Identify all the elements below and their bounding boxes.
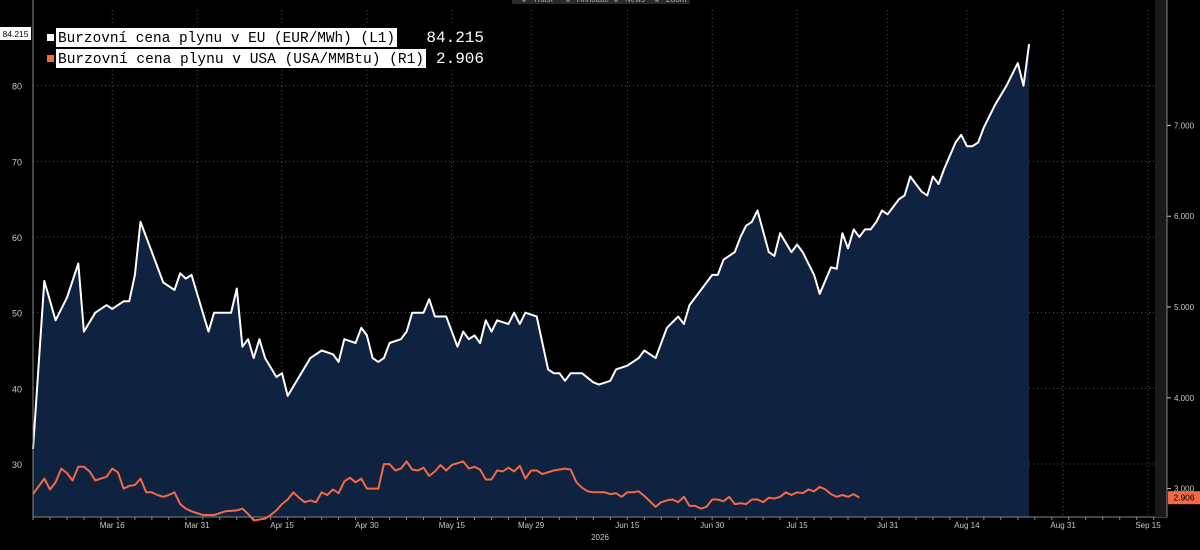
toolbar-annotate-button[interactable]: Annotate (577, 0, 610, 4)
legend-eu-value: 84.215 (426, 29, 484, 47)
toolbar-track-button[interactable]: Track (533, 0, 554, 4)
y-right-tick-label: 4.000 (1174, 394, 1195, 403)
eu-area-fill (33, 44, 1030, 517)
legend-label-bg (56, 49, 426, 68)
y-left-tick-label: 80 (12, 82, 22, 92)
x-tick-label: Sep 15 (1135, 521, 1161, 530)
legend-usa-swatch (47, 55, 54, 62)
x-tick-label: Jun 30 (700, 521, 725, 530)
legend-usa-label: Burzovní cena plynu v USA (USA/MMBtu) (R… (58, 51, 424, 68)
y-left-tick-label: 70 (12, 157, 22, 167)
x-tick-label: Apr 30 (355, 521, 379, 530)
usa-current-value: 2.906 (1173, 493, 1195, 503)
legend: Burzovní cena plynu v EU (EUR/MWh) (L1) 8… (44, 24, 492, 70)
x-tick-label: Aug 14 (954, 521, 980, 530)
y-left-tick-label: 60 (12, 233, 22, 243)
eu-current-value: 84.215 (3, 29, 29, 39)
usa-price-line (32, 460, 860, 522)
x-tick-label: Jul 15 (786, 521, 808, 530)
toolbar-bar (512, 0, 690, 4)
eu-price-line (32, 43, 1031, 449)
y-left-tick-label: 50 (12, 309, 22, 319)
y-right-tick-label: 6.000 (1174, 212, 1195, 221)
toolbar-news-button[interactable]: News (625, 0, 645, 4)
toolbar-zoom-button[interactable]: Zoom (666, 0, 687, 4)
series-layer (32, 43, 1031, 522)
y-right-tick-label: 7.000 (1174, 121, 1195, 130)
toolbar: Track Annotate News Zoom (512, 0, 690, 4)
legend-eu-label: Burzovní cena plynu v EU (EUR/MWh) (L1) (58, 30, 395, 47)
x-tick-label: Apr 15 (270, 521, 294, 530)
news-icon (614, 0, 618, 2)
right-axis-band (1155, 0, 1167, 517)
y-left-tick-label: 40 (12, 384, 22, 394)
legend-label-bg (56, 28, 397, 47)
y-right-tick-label: 5.000 (1174, 303, 1195, 312)
usa-current-marker (1168, 491, 1200, 505)
y-left-tick-label: 30 (12, 460, 22, 470)
zoom-icon (655, 0, 659, 2)
x-tick-label: Aug 31 (1050, 521, 1076, 530)
x-tick-label: Jun 15 (615, 521, 640, 530)
x-tick-label: Jul 31 (877, 521, 899, 530)
eu-current-marker (0, 27, 31, 40)
annotate-icon (566, 0, 570, 2)
x-tick-label: Mar 16 (100, 521, 125, 530)
x-year-label: 2026 (591, 533, 609, 542)
legend-usa-value: 2.906 (436, 50, 484, 68)
x-tick-label: May 15 (439, 521, 466, 530)
x-tick-label: Mar 31 (185, 521, 210, 530)
x-tick-label: May 29 (518, 521, 545, 530)
legend-eu-swatch (47, 34, 54, 41)
y-right-tick-label: 3.000 (1174, 485, 1195, 494)
track-icon (522, 0, 526, 2)
